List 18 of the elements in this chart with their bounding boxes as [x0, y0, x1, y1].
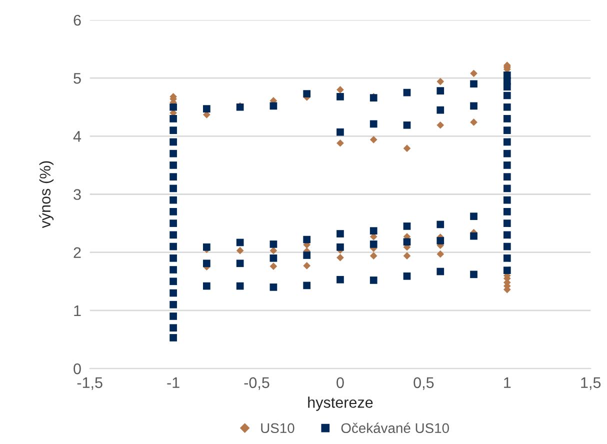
x-tick-label: 0,5	[414, 377, 434, 390]
y-axis-title: výnos (%)	[39, 161, 54, 228]
legend-label: US10	[261, 423, 294, 434]
x-axis-title: hystereze	[308, 396, 373, 411]
legend-label: Očekávané US10	[341, 422, 449, 434]
y-tick-label: 6	[74, 14, 81, 26]
x-tick-label: -1,5	[77, 377, 102, 390]
x-tick-label: -1	[167, 377, 180, 388]
x-tick-label: 1,5	[581, 377, 601, 390]
x-tick-label: -0,5	[244, 377, 270, 390]
y-tick-label: 3	[74, 189, 81, 200]
y-tick-label: 4	[73, 131, 82, 142]
y-tick-label: 5	[74, 73, 81, 84]
y-tick-label: 1	[74, 305, 81, 316]
x-tick-label: 0	[336, 377, 344, 388]
y-tick-label: 0	[74, 363, 81, 374]
x-tick-label: 1	[504, 377, 511, 388]
y-tick-label: 2	[74, 247, 81, 258]
